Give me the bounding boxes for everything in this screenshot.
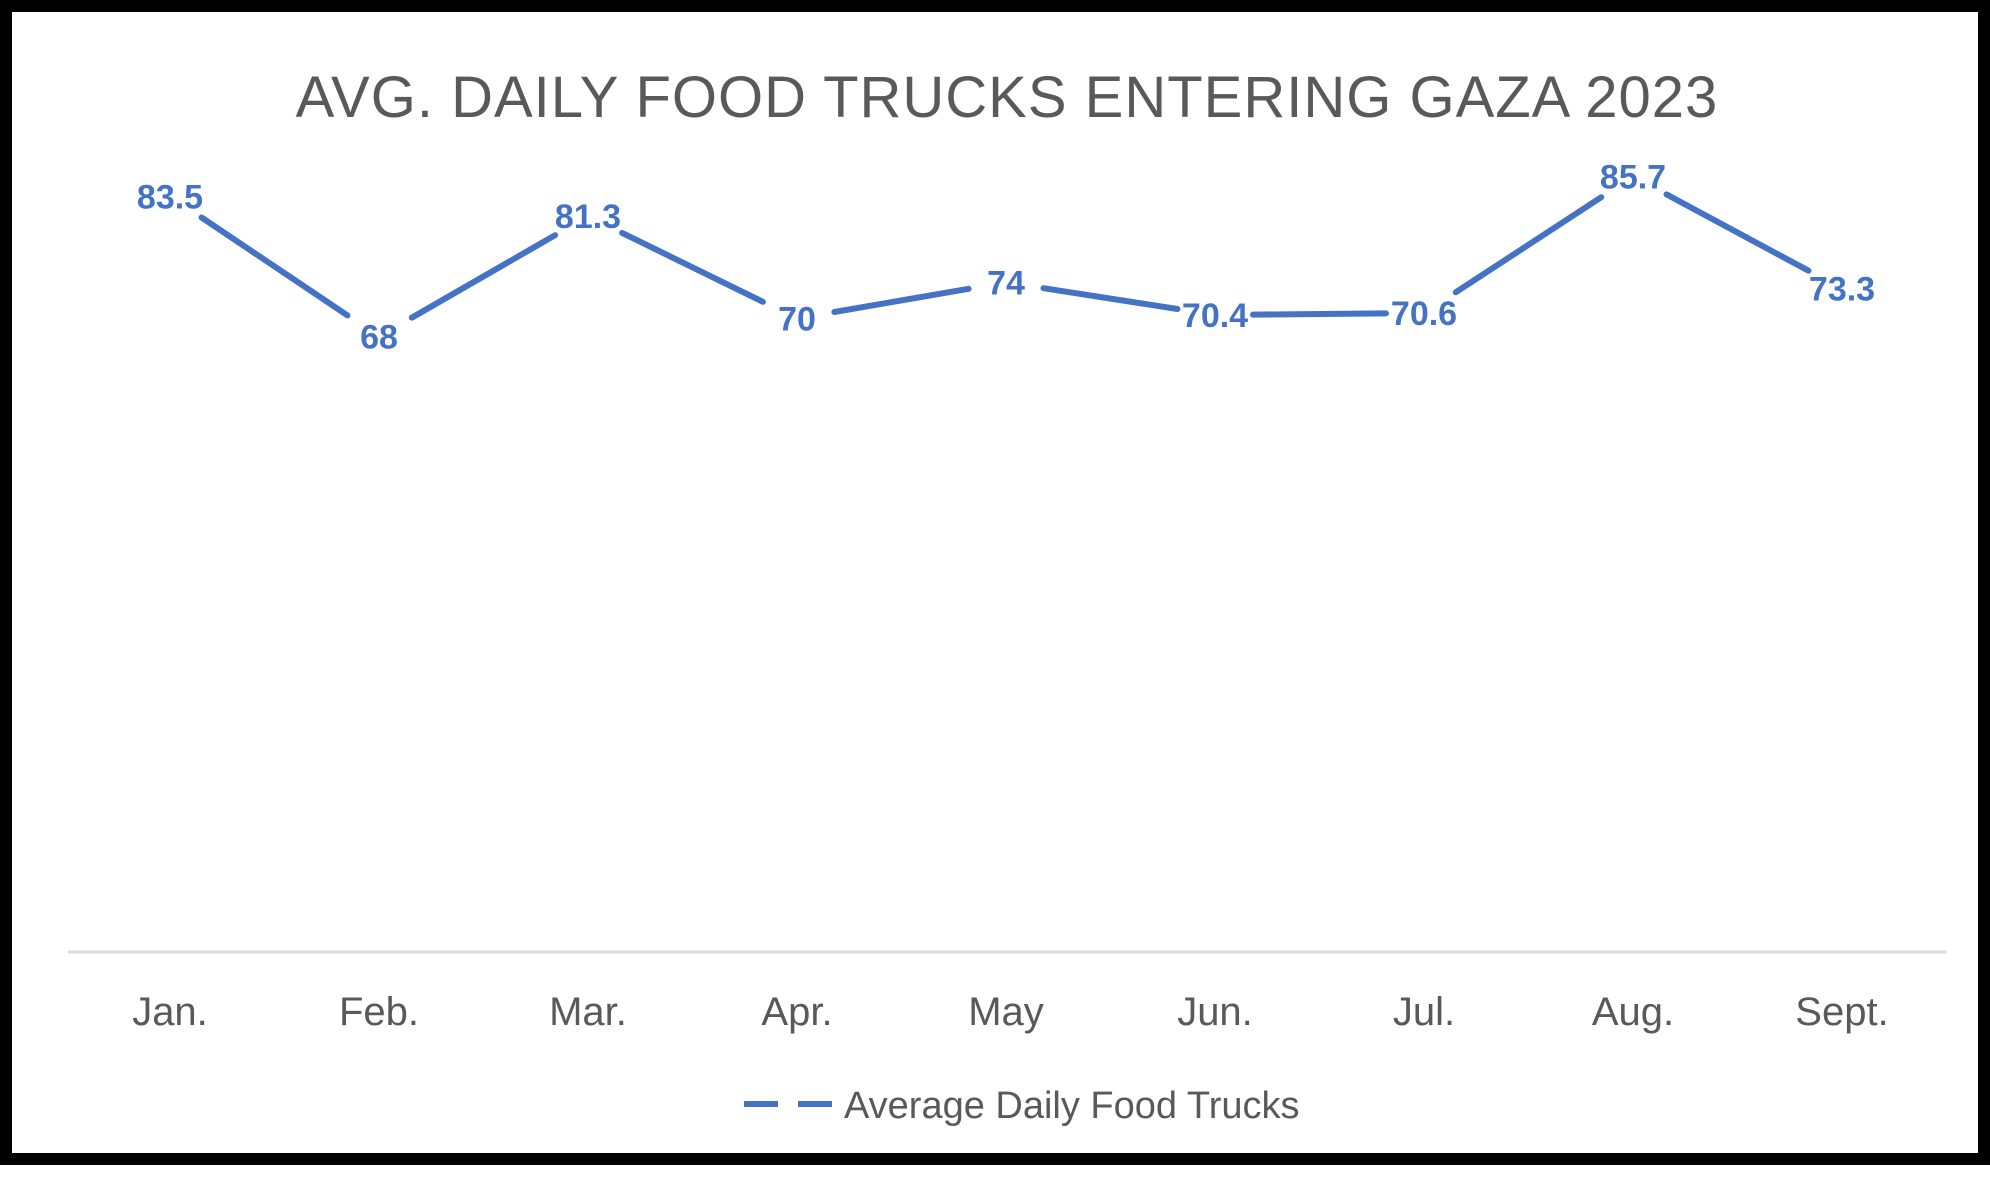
- data-label-7: 70.6: [1391, 295, 1457, 333]
- series-segment-2: [408, 232, 559, 321]
- legend-label: Average Daily Food Trucks: [844, 1085, 1300, 1127]
- x-tick-label-9: Sept.: [1795, 990, 1888, 1034]
- series-layer: [198, 191, 1812, 321]
- x-axis-ticks: Jan. Feb. Mar. Apr. May Jun. Jul. Aug. Sept.: [132, 990, 1889, 1034]
- series-segment-5: [1040, 285, 1181, 312]
- data-label-3: 81.3: [555, 198, 621, 236]
- data-label-4: 70: [778, 301, 816, 339]
- data-label-1: 83.5: [137, 178, 203, 216]
- data-label-8: 85.7: [1600, 158, 1666, 196]
- data-labels-layer: 83.5 68 81.3 70 74 70.4 70.6 85.7 73.3: [137, 158, 1875, 356]
- series-segment-6: [1250, 310, 1389, 318]
- x-tick-label-4: Apr.: [761, 990, 832, 1034]
- series-segment-8: [1663, 191, 1812, 274]
- x-tick-label-1: Jan.: [132, 990, 208, 1034]
- chart-title: AVG. DAILY FOOD TRUCKS ENTERING GAZA 202…: [296, 65, 1719, 130]
- x-tick-label-2: Feb.: [339, 990, 419, 1034]
- series-segment-7: [1452, 194, 1605, 296]
- data-label-2: 68: [360, 319, 398, 357]
- data-label-9: 73.3: [1809, 271, 1875, 309]
- series-segment-4: [831, 285, 972, 315]
- x-tick-label-8: Aug.: [1592, 990, 1674, 1034]
- x-tick-label-3: Mar.: [549, 990, 627, 1034]
- data-label-5: 74: [987, 264, 1025, 302]
- x-tick-label-7: Jul.: [1393, 990, 1455, 1034]
- x-tick-label-5: May: [968, 990, 1044, 1034]
- data-label-6: 70.4: [1182, 297, 1248, 335]
- legend: Average Daily Food Trucks: [744, 1085, 1300, 1127]
- x-tick-label-6: Jun.: [1177, 990, 1253, 1034]
- line-chart: AVG. DAILY FOOD TRUCKS ENTERING GAZA 202…: [68, 65, 1946, 1127]
- series-segment-1: [198, 214, 351, 319]
- series-segment-3: [619, 229, 766, 305]
